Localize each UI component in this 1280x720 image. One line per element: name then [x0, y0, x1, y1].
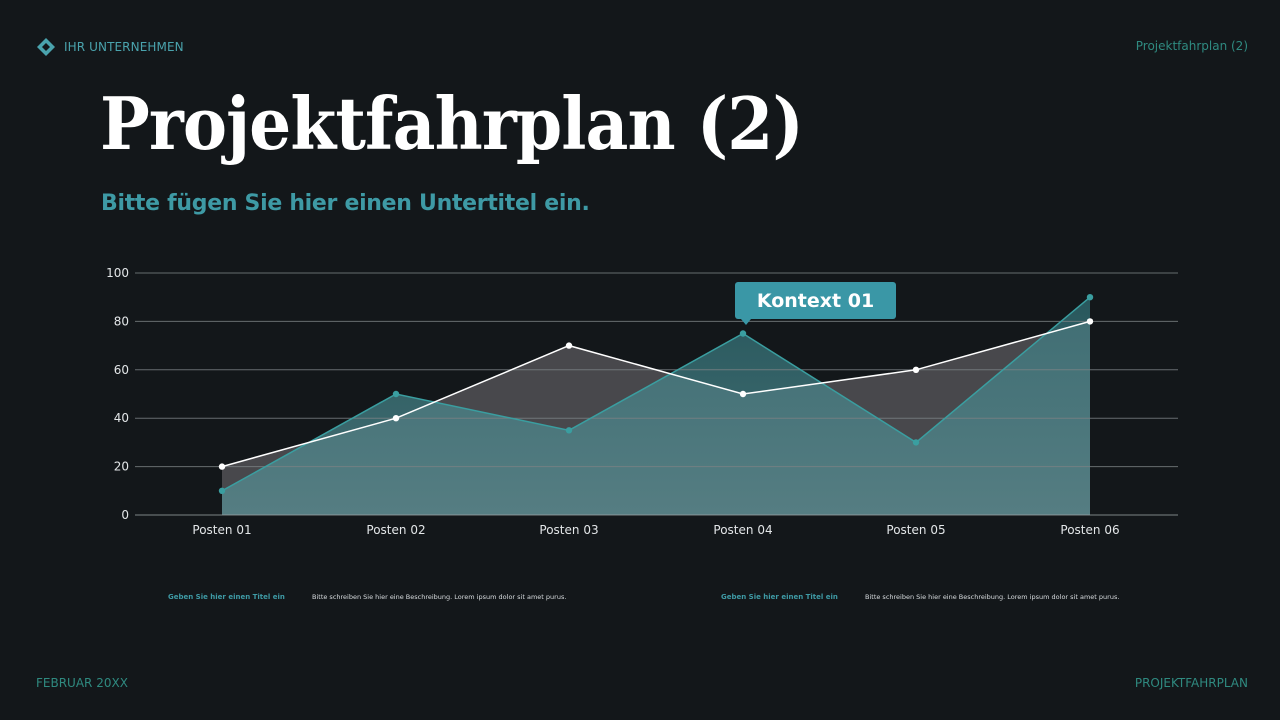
- page-title: Projektfahrplan (2): [100, 81, 804, 166]
- series-2-point[interactable]: [218, 487, 226, 494]
- note-title: Geben Sie hier einen Titel ein: [168, 593, 285, 601]
- y-tick-label: 40: [114, 411, 129, 425]
- note-description: Bitte schreiben Sie hier eine Beschreibu…: [865, 593, 1120, 601]
- series-2-area: [222, 297, 1090, 515]
- series-1-point[interactable]: [739, 390, 747, 398]
- brand: IHR UNTERNEHMEN: [36, 37, 184, 57]
- series-2-point[interactable]: [392, 390, 400, 398]
- series-1-point[interactable]: [392, 415, 400, 422]
- note-1: Geben Sie hier einen Titel ein Bitte sch…: [168, 593, 566, 601]
- footer-section: PROJEKTFAHRPLAN: [1134, 676, 1248, 690]
- y-tick-label: 60: [114, 363, 129, 377]
- x-tick-label: Posten 04: [713, 523, 772, 537]
- footer-date: FEBRUAR 20XX: [36, 676, 128, 690]
- section-label: Projektfahrplan (2): [1135, 39, 1248, 53]
- note-title: Geben Sie hier einen Titel ein: [721, 593, 838, 601]
- note-description: Bitte schreiben Sie hier eine Beschreibu…: [312, 593, 567, 601]
- x-tick-label: Posten 01: [192, 523, 251, 537]
- area-chart: 0 20 40 60 80 100 Posten 01 Posten 02 Posten 03 P…: [106, 266, 1178, 537]
- series-2-line: [221, 296, 1091, 492]
- diamond-logo-icon: [36, 37, 56, 57]
- series-1-point[interactable]: [1086, 318, 1094, 325]
- context-callout: Kontext 01: [735, 282, 896, 325]
- series-1-point[interactable]: [218, 463, 226, 470]
- y-tick-label: 0: [121, 508, 129, 522]
- page-subtitle: Bitte fügen Sie hier einen Untertitel ei…: [101, 191, 590, 216]
- context-callout-label: Kontext 01: [756, 289, 875, 312]
- series-1-point[interactable]: [912, 366, 920, 373]
- y-tick-label: 20: [114, 460, 129, 474]
- series-2-point[interactable]: [739, 330, 747, 337]
- x-tick-label: Posten 06: [1060, 523, 1119, 537]
- y-tick-label: 100: [106, 266, 129, 280]
- y-tick-label: 80: [114, 314, 129, 328]
- series-2-point[interactable]: [1086, 294, 1094, 301]
- x-tick-label: Posten 05: [886, 523, 945, 537]
- x-tick-label: Posten 02: [366, 523, 425, 537]
- note-2: Geben Sie hier einen Titel ein Bitte sch…: [721, 593, 1119, 601]
- series-2-point[interactable]: [565, 427, 573, 434]
- series-2-point[interactable]: [912, 439, 920, 446]
- x-tick-label: Posten 03: [539, 523, 598, 537]
- series-1-point[interactable]: [565, 342, 573, 349]
- series-1-line: [221, 320, 1091, 468]
- brand-name: IHR UNTERNEHMEN: [64, 40, 184, 54]
